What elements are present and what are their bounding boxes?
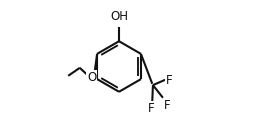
Text: O: O	[87, 71, 96, 84]
Text: F: F	[166, 74, 173, 87]
Text: F: F	[148, 102, 155, 115]
Text: OH: OH	[110, 10, 128, 23]
Text: F: F	[164, 99, 170, 112]
